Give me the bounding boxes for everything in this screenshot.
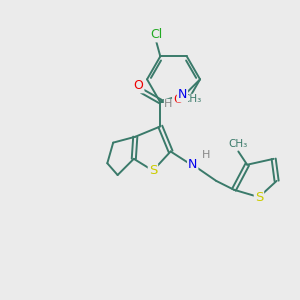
Text: S: S (149, 164, 157, 177)
Text: H: H (164, 99, 173, 110)
Text: N: N (178, 88, 187, 101)
Text: CH₃: CH₃ (182, 94, 201, 104)
Text: Cl: Cl (150, 28, 162, 41)
Text: N: N (188, 158, 197, 171)
Text: O: O (173, 93, 183, 106)
Text: H: H (202, 150, 210, 160)
Text: CH₃: CH₃ (229, 139, 248, 149)
Text: S: S (255, 190, 263, 204)
Text: O: O (134, 79, 143, 92)
